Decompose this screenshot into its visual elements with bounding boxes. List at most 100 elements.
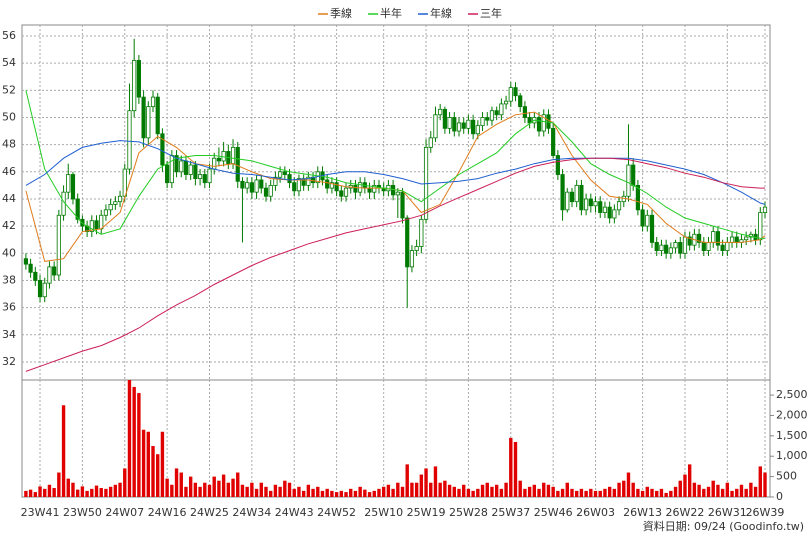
volume-bar — [297, 486, 301, 497]
volume-bar — [565, 482, 569, 497]
volume-bar — [396, 482, 400, 497]
candle-body — [673, 242, 678, 249]
candle-body — [602, 206, 608, 213]
candle-body — [649, 214, 655, 243]
volume-bar — [57, 472, 61, 497]
candle-body — [433, 114, 438, 139]
candle-body — [701, 242, 706, 251]
volume-bar — [424, 468, 428, 497]
volume-bar — [71, 482, 75, 497]
candle-body — [682, 236, 688, 254]
candle-body — [593, 201, 598, 207]
candle-body — [141, 96, 146, 139]
volume-bar — [61, 405, 66, 497]
volume-bar — [132, 386, 136, 497]
volume-bar — [104, 488, 108, 497]
volume-bar — [716, 484, 720, 497]
volume-bar — [560, 488, 565, 497]
candle-body — [334, 182, 339, 192]
volume-tick-label: 0 — [776, 490, 783, 503]
volume-bar — [363, 489, 367, 497]
volume-bar — [47, 484, 52, 497]
volume-bar — [655, 490, 659, 497]
candle-body — [155, 96, 160, 135]
candle-body — [447, 117, 452, 129]
volume-tick-label: 2,500 — [776, 388, 808, 401]
volume-bar — [179, 472, 183, 497]
volume-bar — [156, 454, 160, 497]
y-tick-label: 34 — [2, 328, 16, 341]
candle-body — [640, 209, 645, 227]
volume-bar — [527, 486, 532, 497]
x-tick-label: 24W43 — [275, 506, 314, 519]
volume-bar — [381, 486, 386, 497]
candle-body — [494, 110, 499, 116]
candle-body — [480, 117, 485, 127]
volume-bar — [697, 484, 701, 497]
candle-body — [292, 182, 297, 192]
volume-bar — [725, 482, 730, 497]
volume-bar — [678, 480, 682, 497]
volume-bar — [749, 482, 753, 497]
candle-body — [659, 244, 664, 251]
candle-body — [654, 242, 659, 251]
volume-bar — [264, 486, 268, 497]
candle-body — [47, 266, 52, 284]
volume-bar — [108, 486, 113, 497]
volume-bar — [137, 393, 141, 497]
volume-bar — [99, 488, 103, 497]
candle-body — [367, 187, 372, 193]
volume-bar — [509, 437, 513, 497]
candle-body — [536, 117, 542, 132]
volume-bar — [287, 482, 292, 497]
x-tick-label: 24W52 — [317, 506, 356, 519]
volume-bar — [570, 488, 574, 497]
candle-body — [414, 246, 419, 251]
candle-body — [183, 160, 189, 175]
candle-body — [715, 231, 721, 246]
volume-bar — [367, 492, 372, 497]
volume-bar — [94, 485, 99, 497]
volume-bar — [513, 441, 518, 497]
volume-bar — [320, 490, 325, 497]
candle-body — [635, 184, 640, 211]
volume-bar — [151, 446, 155, 497]
candle-body — [645, 214, 650, 227]
candle-body — [99, 214, 104, 230]
candle-body — [442, 108, 447, 129]
volume-bar — [518, 480, 522, 497]
volume-bar — [720, 488, 725, 497]
volume-bar — [301, 490, 306, 497]
volume-bar — [626, 472, 631, 497]
volume-bar — [622, 480, 626, 497]
y-tick-label: 44 — [2, 192, 16, 205]
volume-bar — [466, 488, 471, 497]
ma-line — [25, 90, 765, 239]
volume-bar — [645, 486, 650, 497]
candle-body — [33, 271, 38, 281]
candle-body — [216, 157, 222, 162]
candle-body — [52, 266, 57, 276]
candle-body — [259, 179, 264, 189]
volume-bar — [240, 484, 245, 497]
volume-bar — [170, 484, 174, 497]
candle-body — [193, 164, 198, 179]
candle-body — [565, 191, 570, 211]
x-tick-label: 25W28 — [449, 506, 488, 519]
x-tick-label: 25W10 — [364, 506, 403, 519]
volume-bar — [273, 484, 278, 497]
candle-body — [230, 146, 236, 165]
volume-bar — [636, 488, 640, 497]
candle-body — [66, 174, 71, 193]
candle-body — [282, 171, 287, 175]
candle-body — [23, 258, 28, 265]
volume-bar — [758, 466, 762, 497]
candle-body — [296, 178, 302, 192]
x-tick-label: 24W07 — [105, 506, 144, 519]
volume-bar — [113, 484, 118, 497]
candle-body — [720, 244, 725, 251]
volume-bar — [410, 482, 414, 497]
candle-body — [729, 236, 735, 243]
legend-label: 季線 — [330, 6, 352, 20]
volume-bar — [462, 484, 466, 497]
